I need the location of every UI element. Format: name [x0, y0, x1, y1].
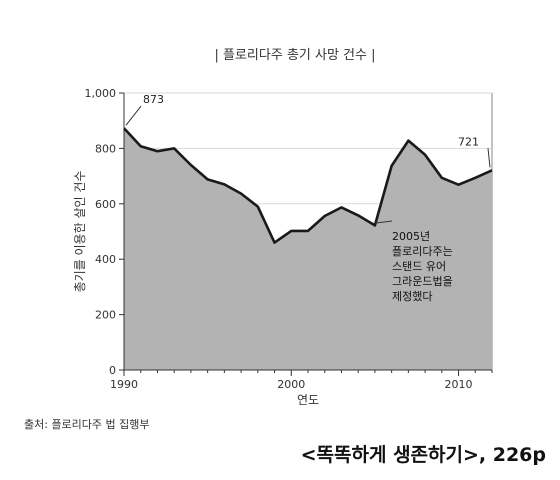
- annotation-leader: [372, 220, 393, 224]
- x-tick-label: 2000: [277, 378, 305, 391]
- y-tick-label: 0: [109, 364, 116, 377]
- book-citation: <똑똑하게 생존하기>, 226p: [300, 444, 546, 466]
- y-axis-title: 총기를 이용한 살인 건수: [73, 171, 87, 293]
- point-label: 873: [143, 93, 164, 106]
- y-tick-label: 400: [95, 253, 116, 266]
- annotation-line: 그라운드법을: [392, 275, 453, 288]
- x-axis-title: 연도: [297, 393, 319, 407]
- chart-title: | 플로리다주 총기 사망 건수 |: [214, 48, 376, 63]
- y-tick-label: 800: [95, 142, 116, 155]
- x-tick-label: 2010: [445, 378, 473, 391]
- source-note: 출처: 플로리다주 법 집행부: [24, 418, 150, 431]
- annotation-line: 플로리다주는: [392, 245, 453, 258]
- area-fill: [124, 128, 492, 370]
- plot-area: [123, 127, 493, 370]
- point-label-leader: [125, 105, 142, 126]
- y-tick-label: 600: [95, 198, 116, 211]
- series-line: [123, 127, 493, 244]
- point-label: 721: [458, 135, 479, 148]
- annotation-line: 제정했다: [392, 290, 432, 303]
- y-tick-label: 1,000: [85, 87, 117, 100]
- chart-svg: 0 200 400 600 800 1,000 1990 2000 2010 연도 총기를 이용한…: [73, 87, 493, 407]
- axes: 0 200 400 600 800 1,000 1990 2000 2010: [85, 87, 493, 391]
- x-tick-label: 1990: [110, 378, 138, 391]
- annotation-line: 스탠드 유어: [392, 260, 446, 273]
- point-label-leader: [487, 148, 491, 168]
- y-tick-label: 200: [95, 309, 116, 322]
- annotation-line: 2005년: [392, 230, 430, 243]
